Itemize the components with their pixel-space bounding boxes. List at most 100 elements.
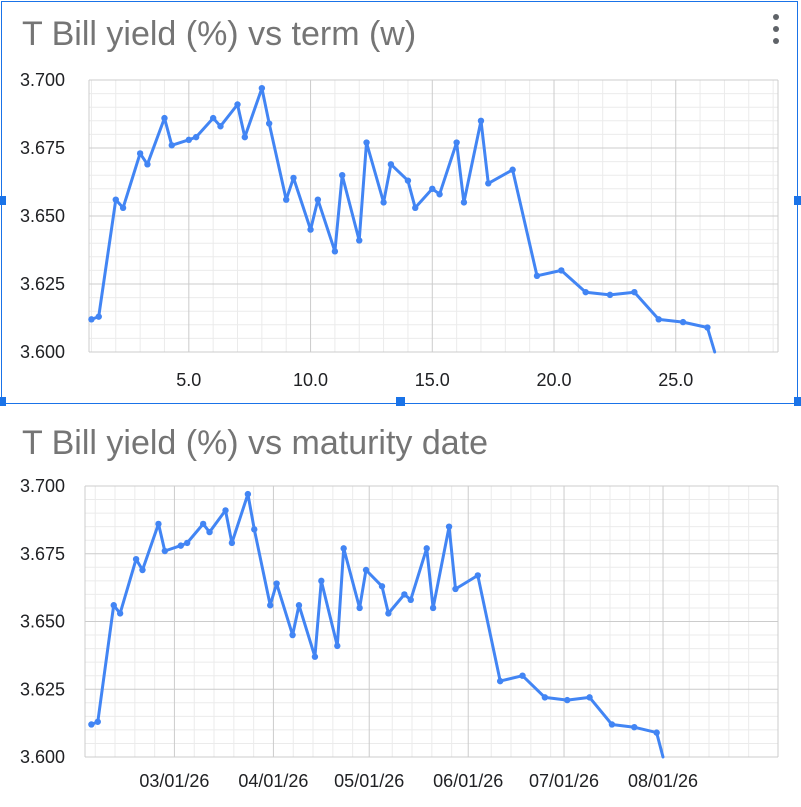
series-line	[89, 492, 665, 759]
data-point	[407, 596, 414, 604]
chart-title: T Bill yield (%) vs maturity date	[22, 424, 489, 462]
data-point	[222, 507, 229, 514]
data-point	[314, 196, 322, 203]
data-point	[477, 117, 485, 125]
data-point	[453, 139, 460, 146]
data-point	[412, 204, 419, 212]
data-point	[564, 696, 571, 704]
x-tick-label: 20.0	[536, 370, 571, 390]
data-point	[655, 316, 662, 323]
data-point	[380, 199, 387, 206]
x-tick-label: 03/01/26	[139, 771, 209, 791]
data-point	[192, 133, 200, 141]
data-point	[509, 166, 516, 173]
data-point	[110, 602, 117, 609]
resize-handle-bottom-left[interactable]	[0, 397, 6, 406]
data-point	[168, 142, 175, 149]
data-point	[436, 191, 443, 198]
data-point	[401, 591, 408, 598]
data-point	[283, 196, 290, 203]
data-point	[429, 604, 437, 612]
data-point	[385, 610, 392, 617]
data-point	[429, 185, 436, 192]
y-tick-label: 3.675	[20, 544, 65, 564]
resize-handle-right[interactable]	[794, 196, 801, 205]
data-point	[496, 677, 504, 685]
chart-date[interactable]: T Bill yield (%) vs maturity date 03/01/…	[0, 408, 801, 807]
y-tick-label: 3.700	[20, 476, 65, 496]
data-point	[404, 177, 412, 184]
data-point	[541, 694, 549, 701]
data-point	[88, 316, 95, 323]
data-point	[185, 136, 193, 144]
data-point	[177, 542, 185, 549]
data-point	[356, 237, 363, 244]
data-point	[485, 180, 492, 187]
data-point	[132, 555, 140, 563]
data-point	[95, 313, 102, 320]
y-tick-label: 3.600	[20, 747, 65, 767]
data-point	[88, 721, 95, 728]
data-point	[119, 204, 127, 212]
data-point	[340, 545, 347, 552]
y-tick-label: 3.650	[20, 612, 65, 632]
data-point	[273, 580, 280, 587]
y-tick-label: 3.700	[20, 70, 65, 90]
data-point	[311, 653, 319, 660]
data-point	[136, 150, 144, 157]
y-tick-label: 3.625	[20, 274, 65, 294]
data-point	[144, 161, 151, 168]
data-point	[258, 84, 266, 92]
data-point	[362, 566, 370, 574]
data-point	[112, 196, 119, 203]
chart-plot-term: 5.0 10.0 15.0 20.0 25.0 3.700 3.675 3.650 3.625 3…	[20, 70, 779, 390]
resize-handle-bottom[interactable]	[396, 397, 405, 406]
data-point	[155, 520, 162, 528]
chart-plot-date: 03/01/26 04/01/26 05/01/26 06/01/26 07/01/26…	[20, 476, 779, 791]
data-point	[265, 120, 273, 127]
data-point	[519, 672, 526, 679]
data-point	[206, 528, 213, 536]
data-point	[209, 114, 217, 122]
series-line	[89, 86, 717, 354]
data-point	[331, 248, 339, 255]
data-point	[631, 723, 638, 731]
data-point	[704, 324, 711, 331]
x-tick-label: 05/01/26	[334, 771, 404, 791]
resize-handle-bottom-right[interactable]	[794, 397, 801, 406]
data-point	[161, 547, 169, 555]
y-tick-label: 3.625	[20, 679, 65, 699]
resize-handle-left[interactable]	[0, 196, 6, 205]
x-tick-label: 5.0	[176, 370, 201, 390]
data-point	[339, 172, 346, 179]
data-point	[558, 267, 565, 274]
data-point	[423, 545, 430, 552]
x-tick-label: 10.0	[293, 370, 328, 390]
data-point	[251, 526, 258, 533]
data-point	[608, 721, 616, 728]
data-point	[241, 133, 249, 141]
data-point	[94, 718, 101, 725]
data-point	[307, 226, 314, 233]
x-tick-label: 04/01/26	[238, 771, 308, 791]
data-point	[653, 729, 660, 736]
chart-title: T Bill yield (%) vs term (w)	[22, 15, 417, 53]
data-point	[267, 602, 274, 609]
data-point	[452, 585, 459, 593]
chart-term[interactable]: T Bill yield (%) vs term (w) 5.0 10.0 15.0…	[0, 0, 801, 406]
data-point	[586, 694, 593, 701]
data-point	[387, 161, 395, 168]
data-point	[228, 539, 236, 547]
data-point	[533, 272, 541, 280]
data-point	[199, 520, 207, 528]
x-tick-label: 25.0	[658, 370, 693, 390]
data-point	[234, 101, 241, 108]
y-tick-label: 3.675	[20, 138, 65, 158]
y-tick-label: 3.600	[20, 342, 65, 362]
x-tick-label: 07/01/26	[529, 771, 599, 791]
data-point	[116, 610, 124, 617]
data-point	[474, 572, 482, 579]
data-point	[318, 577, 325, 585]
more-vert-icon[interactable]	[771, 14, 781, 46]
data-point	[161, 114, 168, 122]
